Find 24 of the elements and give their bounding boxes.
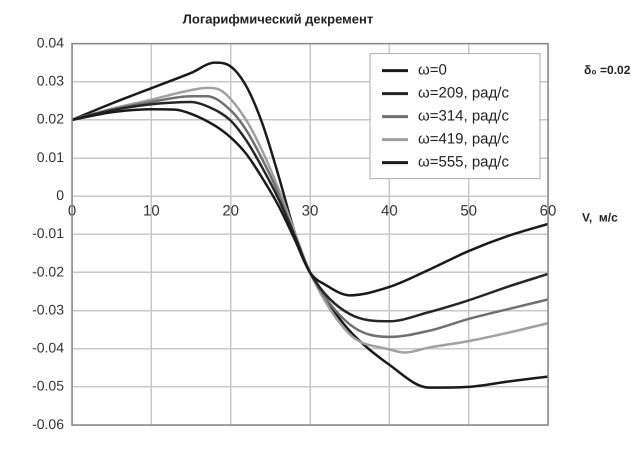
y-tick-label: 0.04: [36, 34, 64, 50]
x-tick-label: 10: [142, 202, 160, 220]
y-tick-label: 0.01: [36, 148, 64, 165]
x-tick-label: 30: [302, 202, 318, 220]
legend-label: ω=314, рад/с: [418, 108, 510, 125]
legend-label: ω=555, рад/с: [418, 154, 510, 171]
y-tick-label: 0: [56, 187, 64, 204]
text: δ₀ =0.02: [584, 62, 631, 77]
chart-title: Логарифмический декремент: [182, 11, 374, 26]
x-axis-title: V, м/с: [582, 210, 618, 224]
x-tick-label: 50: [460, 202, 478, 220]
legend-label: ω=0: [418, 62, 447, 79]
y-tick-label: -0.03: [32, 301, 64, 318]
legend-label: ω=209, рад/с: [418, 84, 510, 102]
y-tick-label: -0.02: [32, 263, 64, 280]
y-tick-label: -0.04: [32, 340, 64, 356]
y-tick-label: 0.02: [36, 110, 64, 127]
legend-label: ω=419, рад/с: [418, 130, 510, 148]
y-tick-label: -0.05: [32, 378, 64, 394]
y-tick-label: -0.06: [32, 416, 64, 432]
y-tick-label: -0.01: [32, 225, 64, 242]
x-tick-label: 20: [222, 202, 240, 220]
y-tick-label: 0.03: [36, 72, 64, 89]
x-tick-label: 40: [380, 202, 398, 220]
